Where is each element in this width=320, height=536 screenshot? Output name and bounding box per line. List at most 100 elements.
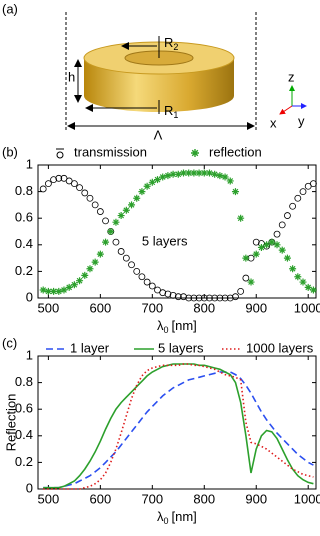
point — [44, 287, 52, 295]
point — [50, 287, 58, 295]
point — [180, 293, 187, 301]
point — [143, 182, 151, 190]
point — [268, 238, 276, 246]
legend-label: transmission — [74, 144, 147, 159]
x-tick-label: 500 — [38, 300, 60, 315]
panel-label: (c) — [2, 335, 17, 350]
x-tick-label: 600 — [90, 300, 112, 315]
point — [107, 228, 115, 235]
x-label-symbol: λ — [157, 318, 164, 333]
point — [143, 278, 151, 286]
point — [154, 176, 162, 184]
point — [102, 217, 109, 225]
y-tick-label: 0.4 — [15, 427, 33, 442]
y-tick-label: 0.2 — [15, 454, 33, 469]
period-label: Λ — [154, 127, 163, 142]
point — [283, 254, 291, 262]
legend-marker — [56, 151, 64, 159]
point — [65, 283, 73, 291]
legend-label: 1 layer — [70, 340, 110, 355]
point — [122, 206, 130, 214]
panel-label: (a) — [2, 1, 18, 16]
point — [195, 294, 203, 302]
point — [237, 214, 245, 222]
point — [206, 294, 213, 302]
point — [81, 189, 89, 197]
point — [216, 172, 224, 180]
plot-frame — [37, 164, 317, 299]
point — [164, 290, 172, 298]
point — [138, 273, 146, 281]
h-label: h — [68, 69, 75, 84]
point — [55, 287, 63, 295]
point — [237, 287, 245, 295]
x-label-unit: [nm] — [172, 318, 197, 333]
point — [96, 208, 104, 215]
x-tick-label: 1000 — [294, 300, 320, 315]
point — [138, 188, 146, 196]
point — [289, 202, 297, 210]
point — [205, 169, 213, 177]
point — [174, 170, 182, 178]
point — [117, 248, 125, 255]
point — [65, 177, 73, 185]
plot-frame — [37, 355, 317, 490]
point — [60, 286, 68, 294]
x-label-unit: [nm] — [172, 509, 197, 524]
x-label-symbol: λ — [157, 509, 164, 524]
point — [128, 201, 136, 209]
point — [211, 170, 219, 178]
point — [242, 254, 250, 262]
legend-marker — [191, 149, 199, 157]
point — [133, 194, 141, 202]
point — [310, 180, 317, 188]
point — [60, 174, 68, 182]
point — [179, 169, 187, 177]
point — [200, 169, 208, 177]
point — [70, 180, 78, 188]
point — [257, 243, 265, 251]
x-tick-label: 600 — [90, 491, 112, 506]
point — [190, 169, 198, 177]
point — [169, 291, 177, 299]
x-tick-label: 900 — [245, 491, 267, 506]
point — [122, 254, 130, 262]
point — [232, 293, 239, 301]
series-line — [43, 363, 314, 489]
x-axis — [279, 105, 293, 115]
point — [216, 294, 224, 302]
legend-label: reflection — [209, 144, 262, 159]
y-axis-label: Reflection — [3, 394, 18, 452]
diagram: (a) R2 h R1 Λ z x y — [2, 1, 307, 142]
series-line — [43, 371, 314, 489]
point — [309, 286, 317, 294]
point — [294, 194, 302, 202]
point — [91, 201, 99, 209]
point — [299, 278, 307, 286]
point — [76, 184, 83, 192]
r2-subscript: 2 — [173, 42, 178, 52]
point — [299, 188, 307, 196]
point — [273, 241, 281, 249]
point — [159, 173, 167, 181]
point — [50, 176, 57, 184]
point — [81, 271, 89, 279]
point — [304, 182, 312, 190]
point — [148, 282, 156, 290]
point — [289, 265, 297, 273]
point — [278, 246, 286, 254]
x-tick-label: 800 — [193, 491, 215, 506]
point — [133, 267, 141, 275]
annotation: 5 layers — [142, 234, 188, 249]
point — [169, 170, 177, 178]
point — [76, 277, 84, 285]
r1-label: R1 — [164, 103, 178, 120]
point — [294, 273, 302, 281]
point — [128, 261, 135, 269]
point — [70, 281, 78, 289]
y-tick-label: 1 — [26, 347, 33, 362]
point — [86, 265, 94, 273]
